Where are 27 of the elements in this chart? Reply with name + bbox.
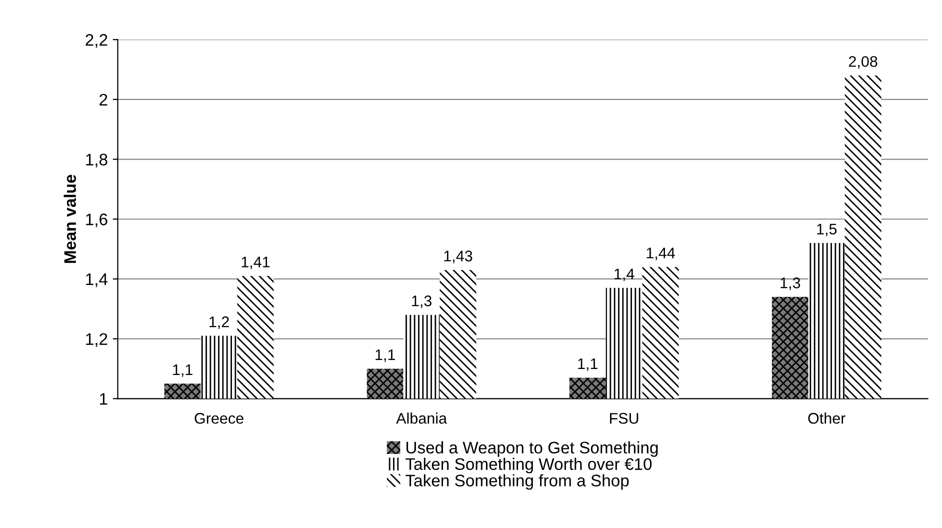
x-tick-label: FSU (610, 412, 638, 424)
data-label: 1,43 (444, 250, 472, 264)
data-label: 1,41 (242, 256, 270, 270)
data-label: 1,1 (376, 349, 395, 362)
y-tick-label: 2 (100, 94, 108, 106)
legend-label: Used a Weapon to Get Something (406, 441, 658, 457)
y-tick-label: 1,6 (86, 214, 108, 228)
x-tick-label: Albania (396, 412, 448, 424)
y-axis-title: Mean value (64, 174, 76, 263)
y-tick-label: 1,4 (86, 274, 108, 288)
data-label: 1,2 (210, 316, 229, 330)
y-tick-label: 1,8 (86, 154, 108, 168)
x-tick-label: Other (808, 412, 846, 424)
y-tick-label: 1 (100, 393, 108, 405)
data-label: 1,5 (817, 224, 837, 236)
data-label: 1,44 (646, 248, 675, 260)
data-label: 1,4 (614, 268, 634, 282)
data-label: 1,1 (173, 364, 192, 377)
y-tick-label: 1,2 (86, 333, 108, 347)
data-label: 1,1 (578, 358, 598, 371)
y-tick-label: 2,2 (86, 34, 108, 48)
data-label: 2,08 (848, 56, 878, 69)
data-label: 1,3 (780, 278, 800, 290)
x-tick-label: Greece (194, 412, 244, 424)
legend-label: Taken Something Worth over €10 (406, 458, 652, 474)
data-label: 1,3 (412, 295, 432, 308)
legend-label: Taken Something from a Shop (406, 474, 629, 490)
